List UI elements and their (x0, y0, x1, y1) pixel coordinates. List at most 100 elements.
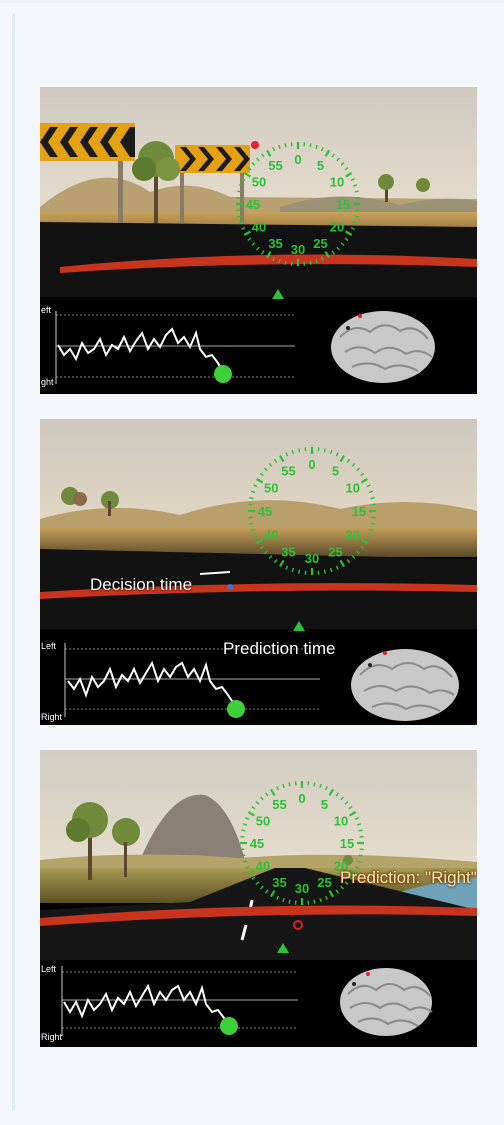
dial-tick (344, 237, 349, 242)
dial-tick (237, 190, 242, 193)
dial-tick (251, 161, 256, 166)
dial-tick (251, 805, 256, 810)
dial-tick (335, 452, 339, 457)
dial-number: 40 (264, 528, 278, 543)
dial-tick (272, 256, 276, 261)
dial-tick (324, 786, 328, 791)
dial-tick (255, 800, 260, 805)
dial-tick (255, 246, 260, 251)
dial-tick (336, 246, 341, 251)
eeg-right-label: Right (41, 712, 63, 722)
left-rule (12, 14, 15, 1111)
dial-tick (349, 869, 357, 875)
dial-tick (282, 897, 285, 903)
dial-tick (259, 885, 264, 890)
prediction-result-label: Prediction: "Right" (340, 868, 477, 887)
dial-tick (352, 221, 358, 224)
dial-tick (336, 157, 341, 162)
dial-tick (259, 472, 264, 477)
dial-tick (313, 899, 316, 904)
dial-tick (278, 258, 281, 264)
dial-tick (291, 567, 295, 573)
dial-number: 55 (281, 463, 295, 478)
dial-tick (340, 885, 345, 890)
dial-tick (345, 172, 353, 178)
dial-number: 30 (291, 242, 305, 257)
dial-number: 50 (252, 175, 266, 190)
dial-tick (285, 565, 289, 570)
dial-number: 30 (295, 881, 309, 896)
dial-tick (319, 783, 322, 789)
dial-tick (331, 153, 336, 158)
dial-tick (323, 448, 326, 453)
dial-tick (238, 221, 244, 224)
dial-tick (241, 854, 246, 857)
dial-tick (253, 534, 258, 538)
dial-number: 5 (317, 158, 324, 173)
eeg-left-label: eft (41, 305, 52, 315)
dial-tick (348, 805, 353, 810)
dial-tick (344, 800, 349, 805)
dial-tick (243, 172, 251, 178)
dial-tick (272, 147, 276, 152)
eeg-right-label: ght (41, 377, 54, 387)
dial-tick (328, 890, 334, 898)
dial-tick (354, 190, 359, 193)
dial-number: 45 (258, 504, 272, 519)
dial-tick (263, 550, 268, 555)
dial-tick (242, 860, 248, 863)
dial-tick (259, 796, 264, 801)
dial-tick (266, 251, 272, 259)
dial-number: 20 (330, 220, 344, 235)
dial-tick (340, 161, 345, 166)
dial-tick (319, 897, 322, 903)
eeg-current-dot (214, 365, 232, 383)
dial-tick (335, 565, 339, 570)
dial-number: 25 (328, 545, 342, 560)
dial-tick (250, 490, 256, 494)
dial-tick (284, 143, 287, 148)
dial-tick (241, 178, 246, 182)
dial-tick (291, 449, 295, 455)
dial-tick (264, 889, 269, 894)
dial-tick (260, 250, 265, 255)
dial-tick (309, 143, 312, 148)
dial-tick (356, 467, 361, 472)
dial-tick (241, 226, 246, 230)
dial-tick (323, 569, 326, 574)
eeg-plot (55, 311, 295, 384)
dial-number: 35 (272, 875, 286, 890)
top-rule (0, 0, 504, 3)
dial-number: 15 (336, 197, 350, 212)
dial-number: 20 (334, 859, 348, 874)
dial-tick (360, 545, 365, 550)
eeg-current-dot (220, 1017, 238, 1035)
dial-tick (344, 166, 349, 171)
dial-number: 5 (321, 797, 328, 812)
dial-tick (339, 559, 345, 567)
dial-tick (279, 559, 285, 567)
dial-tick (247, 166, 252, 171)
dial-tick (255, 157, 260, 162)
dial-tick (346, 458, 351, 463)
dial-tick (366, 534, 371, 538)
dial-number: 45 (246, 197, 260, 212)
dial-tick (345, 230, 353, 236)
dial-tick (340, 242, 345, 247)
dial-tick (313, 782, 316, 787)
dial-tick (360, 472, 365, 477)
dial-tick (356, 550, 361, 555)
dial-tick (249, 497, 254, 500)
dial-number: 15 (340, 836, 354, 851)
chevron-sign-right (175, 145, 250, 173)
eeg-left-label: Left (41, 964, 57, 974)
chevron-sign-left (40, 123, 135, 161)
dial-tick (351, 462, 356, 467)
dial-number: 10 (345, 481, 359, 496)
dial-number: 20 (345, 528, 359, 543)
dial-tick (255, 881, 260, 886)
dial-tick (285, 452, 289, 457)
